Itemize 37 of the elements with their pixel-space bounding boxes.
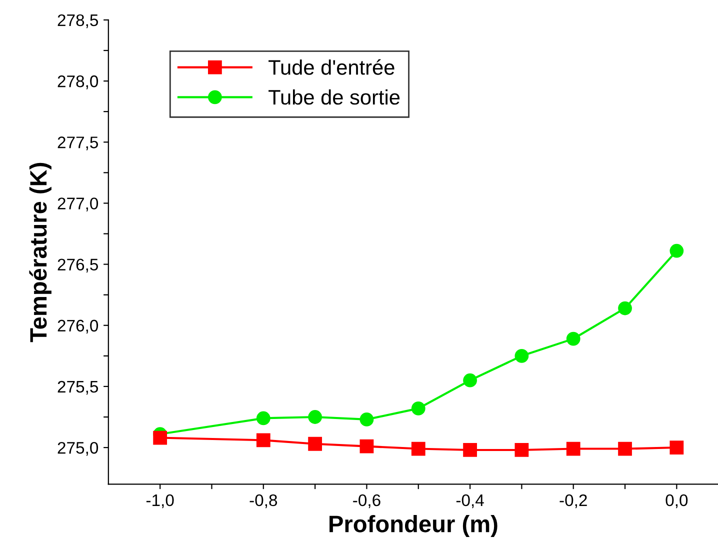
- point: [411, 402, 426, 416]
- point: [514, 348, 529, 363]
- point: [463, 373, 477, 388]
- y-tick-label: 275,5: [58, 380, 98, 395]
- x-tick-label: -0,4: [456, 494, 484, 508]
- point: [256, 433, 270, 448]
- x-axis-title: Profondeur (m): [330, 515, 498, 538]
- y-tick-label: 275,0: [58, 442, 98, 456]
- y-tick-label: 278,0: [58, 75, 98, 90]
- y-tick-label: 276,0: [58, 320, 98, 334]
- point: [463, 443, 477, 457]
- point: [618, 301, 632, 316]
- legend-label: Tude d'entrée: [268, 59, 394, 75]
- y-tick-label: 277,0: [58, 198, 98, 212]
- x-tick-label: 0,0: [666, 494, 688, 508]
- point: [308, 410, 322, 424]
- point: [360, 439, 374, 454]
- y-tick-label: 277,5: [58, 136, 98, 150]
- x-tick-label: -0,6: [353, 494, 380, 508]
- point: [670, 440, 684, 454]
- y-axis-title: Température (K): [29, 162, 52, 342]
- point: [411, 442, 426, 456]
- point: [566, 442, 580, 456]
- x-tick-label: -0,2: [560, 494, 587, 508]
- point: [153, 430, 168, 445]
- point: [514, 443, 529, 457]
- legend-label: Tube de sortie: [268, 89, 400, 105]
- point: [618, 442, 632, 456]
- point: [256, 411, 270, 426]
- y-tick-label: 276,5: [58, 258, 98, 272]
- x-tick-label: -0,8: [250, 494, 278, 508]
- y-tick-label: 278,5: [58, 14, 98, 28]
- point: [670, 244, 684, 258]
- point: [308, 436, 322, 451]
- point: [360, 412, 374, 426]
- point: [566, 332, 580, 346]
- x-tick-label: -1,0: [146, 494, 174, 508]
